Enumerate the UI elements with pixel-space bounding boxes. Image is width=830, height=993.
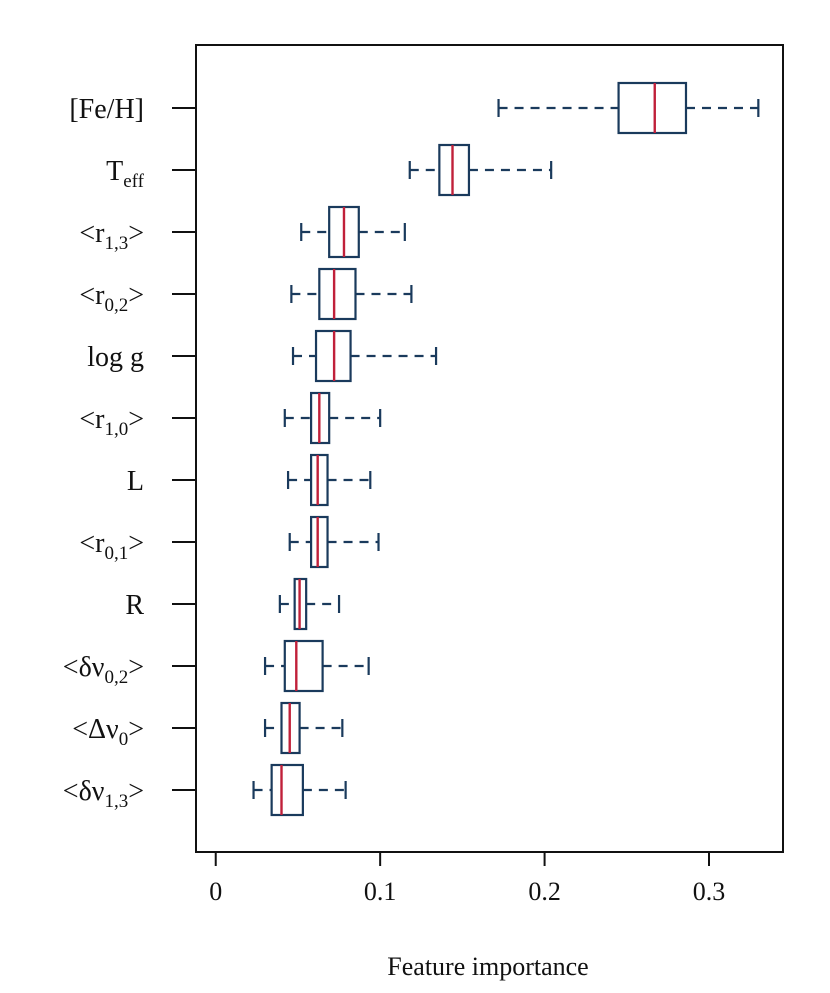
box-11 (252, 763, 347, 817)
box-5 (283, 391, 382, 445)
box-group (252, 81, 760, 817)
feature-label: Teff (106, 156, 145, 192)
box-10 (263, 701, 344, 755)
box-0 (497, 81, 760, 135)
feature-label: <r0,1> (79, 528, 144, 564)
feature-label: L (127, 466, 144, 497)
iqr-box (309, 453, 329, 507)
feature-label: R (125, 590, 144, 621)
feature-label: <r1,0> (79, 404, 144, 440)
feature-label: <δν0,2> (63, 652, 144, 688)
feature-label: [Fe/H] (69, 94, 144, 125)
feature-labels: [Fe/H] Teff <r1,3> <r0,2> log g <r1,0> L <r0,1>… (63, 94, 145, 812)
iqr-box (318, 267, 357, 321)
iqr-box (617, 81, 688, 135)
feature-label: <Δν0> (72, 714, 144, 750)
x-tick-label: 0.1 (364, 877, 397, 906)
box-1 (408, 143, 553, 197)
iqr-box (283, 639, 324, 693)
x-axis-ticks: 0 0.1 0.2 0.3 (172, 107, 726, 906)
iqr-box (438, 143, 471, 197)
feature-label: <δν1,3> (63, 776, 144, 812)
box-7 (288, 515, 380, 569)
box-6 (286, 453, 372, 507)
plot-frame (195, 44, 784, 853)
x-tick-label: 0.2 (528, 877, 561, 906)
box-4 (291, 329, 438, 383)
x-tick-label: 0 (209, 877, 222, 906)
feature-label: <r0,2> (79, 280, 144, 316)
feature-label: log g (87, 342, 144, 373)
iqr-box (309, 515, 329, 569)
box-2 (300, 205, 406, 259)
feature-label: <r1,3> (79, 218, 144, 254)
box-8 (278, 577, 341, 631)
box-9 (263, 639, 370, 693)
x-tick-label: 0.3 (693, 877, 726, 906)
box-3 (290, 267, 413, 321)
iqr-box (270, 763, 304, 817)
x-axis-label: Feature importance (387, 952, 588, 981)
